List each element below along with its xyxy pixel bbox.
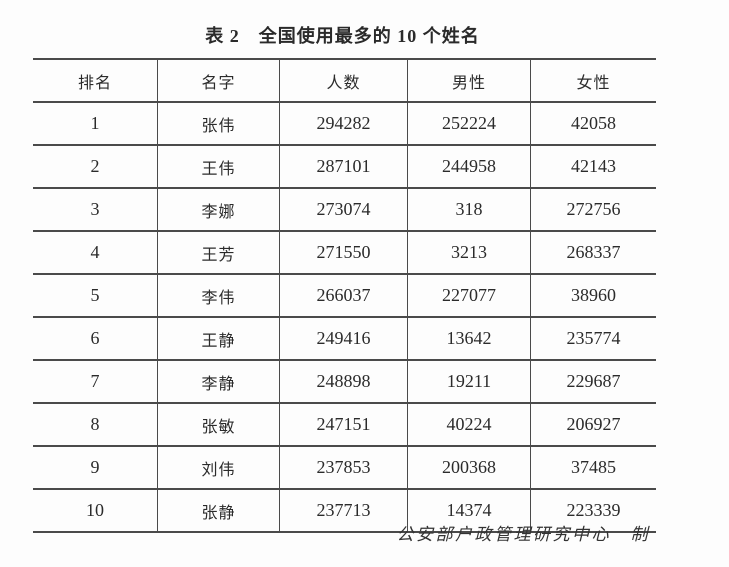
table-row: 1 张伟 294282 252224 42058 [33,101,656,145]
table-cell: 249416 [279,316,408,360]
table-cell: 272756 [530,187,656,231]
table-cell: 王伟 [157,144,280,188]
table-title: 表 2 全国使用最多的 10 个姓名 [205,26,480,46]
names-table: 排名 名字 人数 男性 女性 1 张伟 294282 252224 42058 2 王伟 287101… [33,58,656,533]
table-cell: 1 [33,101,158,145]
table-cell: 10 [33,488,158,533]
table-cell: 38960 [530,273,656,317]
table-cell: 227077 [407,273,531,317]
header-row: 排名 名字 人数 男性 女性 [33,58,656,102]
table-cell: 229687 [530,359,656,403]
source-note: 公安部户政管理研究中心 制 [396,525,650,544]
table-cell: 李伟 [157,273,280,317]
table-cell: 266037 [279,273,408,317]
table-cell: 王静 [157,316,280,360]
table-cell: 268337 [530,230,656,274]
table-cell: 247151 [279,402,408,446]
table-cell: 252224 [407,101,531,145]
table-cell: 李娜 [157,187,280,231]
table-cell: 37485 [530,445,656,489]
table-cell: 4 [33,230,158,274]
table-cell: 刘伟 [157,445,280,489]
table-cell: 42058 [530,101,656,145]
table-cell: 5 [33,273,158,317]
table-cell: 14374 [407,488,531,533]
table-cell: 237713 [279,488,408,533]
table-row: 9 刘伟 237853 200368 37485 [33,445,656,489]
table-cell: 3 [33,187,158,231]
column-header: 名字 [157,58,280,102]
table-cell: 244958 [407,144,531,188]
table-cell: 206927 [530,402,656,446]
column-header: 排名 [33,58,158,102]
table-row: 4 王芳 271550 3213 268337 [33,230,656,274]
table-cell: 王芳 [157,230,280,274]
table-cell: 19211 [407,359,531,403]
table-cell: 42143 [530,144,656,188]
column-header: 男性 [407,58,531,102]
table-row: 7 李静 248898 19211 229687 [33,359,656,403]
table-cell: 7 [33,359,158,403]
table-cell: 294282 [279,101,408,145]
table-body: 1 张伟 294282 252224 42058 2 王伟 287101 244958 42143… [33,101,656,533]
table-cell: 318 [407,187,531,231]
table-row: 3 李娜 273074 318 272756 [33,187,656,231]
table-row: 2 王伟 287101 244958 42143 [33,144,656,188]
column-header: 女性 [530,58,656,102]
table-header: 排名 名字 人数 男性 女性 [33,58,656,102]
table-cell: 273074 [279,187,408,231]
table-row: 8 张敏 247151 40224 206927 [33,402,656,446]
table-cell: 237853 [279,445,408,489]
table-cell: 13642 [407,316,531,360]
table-cell: 223339 [530,488,656,533]
table-cell: 200368 [407,445,531,489]
table-cell: 张静 [157,488,280,533]
table-cell: 271550 [279,230,408,274]
table-row: 10 张静 237713 14374 223339 [33,488,656,533]
table-cell: 235774 [530,316,656,360]
table-row: 6 王静 249416 13642 235774 [33,316,656,360]
table-cell: 287101 [279,144,408,188]
table-cell: 8 [33,402,158,446]
table-cell: 248898 [279,359,408,403]
table-cell: 9 [33,445,158,489]
table-cell: 40224 [407,402,531,446]
table-cell: 张伟 [157,101,280,145]
table-row: 5 李伟 266037 227077 38960 [33,273,656,317]
table-cell: 6 [33,316,158,360]
column-header: 人数 [279,58,408,102]
table-cell: 张敏 [157,402,280,446]
table-cell: 李静 [157,359,280,403]
table-cell: 3213 [407,230,531,274]
table-cell: 2 [33,144,158,188]
